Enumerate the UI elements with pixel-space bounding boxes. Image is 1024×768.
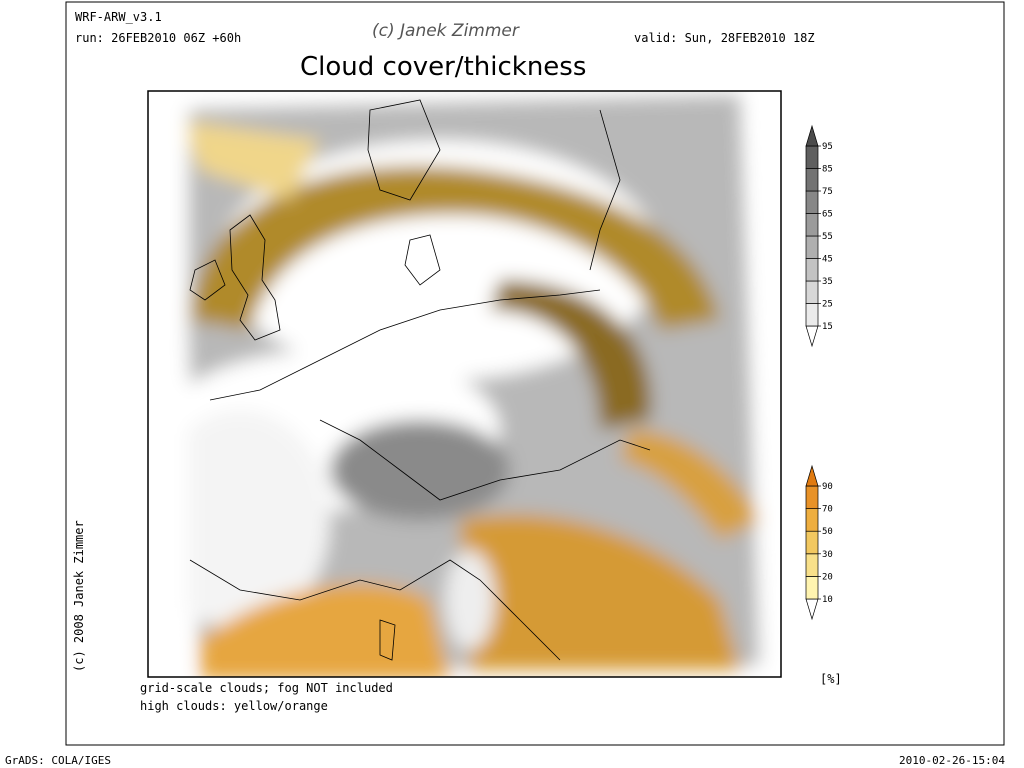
colorbar-label: 15	[822, 322, 833, 332]
colorbar-cap	[805, 124, 819, 147]
colorbar-cap	[805, 598, 819, 621]
colorbar-segment	[805, 508, 819, 532]
map-border	[147, 90, 782, 678]
colorbar-segment	[805, 190, 819, 214]
colorbar-label: 85	[822, 165, 833, 175]
colorbar-segment	[805, 530, 819, 555]
colorbar-label: 10	[822, 595, 833, 605]
colorbar-label: 35	[822, 277, 833, 287]
run-info: run: 26FEB2010 06Z +60h	[75, 31, 241, 45]
frame	[65, 1, 1005, 746]
footer-left: GrADS: COLA/IGES	[5, 754, 111, 767]
colorbar-label: 50	[822, 527, 833, 537]
colorbar-segment	[805, 168, 819, 192]
colorbar-segment	[805, 145, 819, 169]
credit: (c) Janek Zimmer	[372, 21, 520, 41]
colorbar-segment	[805, 235, 819, 259]
colorbar-label: 20	[822, 572, 833, 582]
colorbar-label: 45	[822, 255, 833, 265]
colorbar-cap	[805, 325, 819, 348]
model-name: WRF-ARW_v3.1	[75, 10, 162, 24]
valid-time: valid: Sun, 28FEB2010 18Z	[634, 31, 815, 45]
colorbar-segment	[805, 553, 819, 577]
note: high clouds: yellow/orange	[140, 699, 328, 713]
colorbar-label: 25	[822, 300, 833, 310]
map-field	[148, 91, 781, 677]
legend-unit: [%]	[820, 672, 842, 686]
colorbar-label: 30	[822, 550, 833, 560]
colorbar-label: 95	[822, 142, 833, 152]
colorbar-segment	[805, 485, 819, 509]
colorbar-segment	[805, 576, 819, 600]
colorbar-label: 65	[822, 210, 833, 220]
colorbar-label: 75	[822, 187, 833, 197]
colorbar-segment	[805, 213, 819, 237]
colorbar-cap	[805, 464, 819, 487]
colorbar-label: 90	[822, 482, 833, 492]
colorbar-segment	[805, 303, 819, 327]
colorbar-segment	[805, 280, 819, 304]
colorbar-segment	[805, 258, 819, 282]
note: grid-scale clouds; fog NOT included	[140, 681, 393, 695]
colorbar-label: 55	[822, 232, 833, 242]
map-title: Cloud cover/thickness	[300, 52, 586, 82]
colorbar-label: 70	[822, 505, 833, 515]
footer-right: 2010-02-26-15:04	[899, 754, 1005, 767]
side-credit: (c) 2008 Janek Zimmer	[72, 520, 86, 672]
